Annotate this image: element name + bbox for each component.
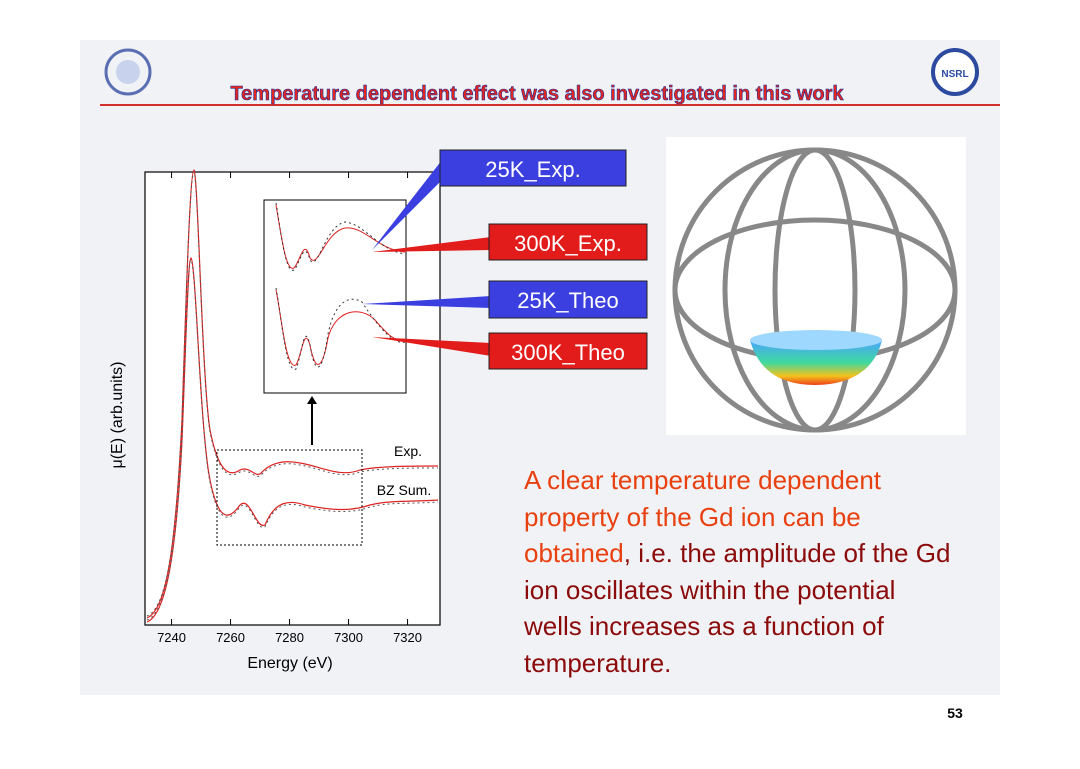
inset-curve — [275, 204, 406, 269]
callout-pointer — [372, 160, 442, 250]
fullerene-image — [666, 137, 966, 435]
body-text-rest: , i.e. the amplitude of the Gd ion oscil… — [524, 538, 951, 678]
callout-pointer — [372, 237, 491, 252]
x-tick-label: 7260 — [216, 630, 245, 645]
x-tick-label: 7280 — [275, 630, 304, 645]
inset-frame — [263, 199, 407, 394]
logo-right — [931, 48, 979, 96]
callout-box — [488, 280, 648, 319]
callout-label: 300K_Exp. — [514, 231, 622, 256]
inset-curve — [275, 289, 406, 366]
body-text: A clear temperature dependent property o… — [524, 462, 956, 681]
curve-theo-points — [146, 259, 439, 621]
curve-label: Exp. — [394, 443, 422, 459]
logo-right-text: NSRL — [941, 69, 968, 80]
arrow-head — [307, 396, 317, 404]
zoom-box — [216, 449, 363, 546]
logo-left — [104, 48, 152, 96]
inset-curve-points — [275, 287, 406, 370]
curve-exp — [146, 169, 439, 619]
callout-label: 300K_Theo — [511, 340, 625, 365]
x-tick-label: 7240 — [157, 630, 186, 645]
image-background — [666, 137, 966, 435]
cage — [772, 147, 858, 433]
logo-left-inner — [116, 60, 140, 84]
callout-pointer — [372, 337, 491, 356]
callout-label: 25K_Theo — [517, 288, 619, 313]
callout-pointer — [362, 296, 491, 308]
highlight-text: A clear temperature dependent property o… — [524, 465, 882, 568]
callout-label: 25K_Exp. — [485, 157, 580, 182]
x-tick-label: 7320 — [393, 630, 422, 645]
potential-well — [750, 340, 882, 385]
callout-box — [488, 223, 648, 261]
y-axis-label: μ(E) (arb.units) — [109, 361, 126, 468]
header-title: Temperature dependent effect was also in… — [230, 83, 844, 105]
potential-well-top — [750, 330, 882, 350]
x-tick-label: 7300 — [334, 630, 363, 645]
curve-label: BZ Sum. — [377, 482, 431, 498]
callout-box — [439, 149, 627, 187]
page-number: 53 — [947, 705, 963, 721]
plot: μ(E) (arb.units) Energy (eV) Exp. BZ Sum… — [109, 169, 441, 672]
x-axis-label: Energy (eV) — [247, 655, 332, 672]
callout-box — [488, 332, 648, 370]
